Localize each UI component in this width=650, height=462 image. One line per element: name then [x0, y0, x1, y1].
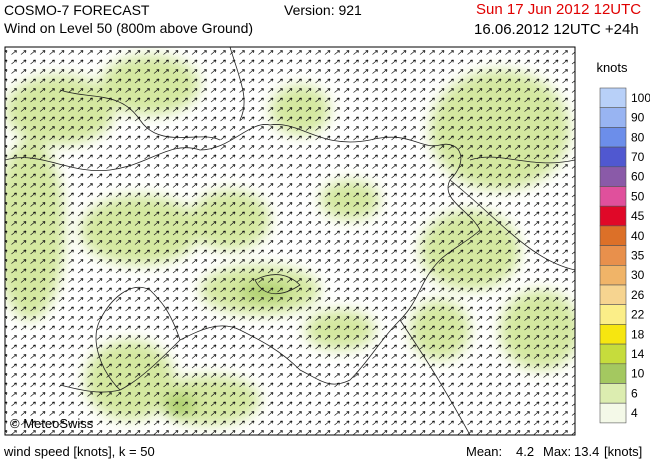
- legend-label: 30: [631, 268, 645, 282]
- legend-label: 80: [631, 130, 645, 144]
- legend-swatch: [599, 245, 627, 266]
- run-time: 16.06.2012 12UTC +24h: [474, 21, 639, 38]
- mean-label: Mean:: [466, 444, 503, 459]
- legend-unit: knots: [596, 60, 628, 75]
- legend-swatch: [599, 186, 627, 207]
- valid-time: Sun 17 Jun 2012 12UTC: [476, 1, 642, 18]
- unit: [knots]: [604, 444, 643, 459]
- subtitle: Wind on Level 50 (800m above Ground): [4, 20, 254, 36]
- footer-caption: wind speed [knots], k = 50: [4, 444, 155, 459]
- legend-label: 6: [631, 386, 638, 400]
- mean-value: 4.2: [516, 444, 535, 459]
- legend-label: 90: [631, 111, 645, 125]
- legend-label: 26: [631, 288, 645, 302]
- legend-swatch: [599, 304, 627, 325]
- credit: © MeteoSwiss: [10, 416, 94, 431]
- legend-swatch: [599, 284, 627, 306]
- legend-swatch: [599, 87, 627, 109]
- legend-swatch: [599, 383, 627, 404]
- legend-swatch: [599, 205, 627, 227]
- legend-swatch: [599, 146, 627, 168]
- max-label: Max:: [543, 444, 572, 459]
- legend-swatch: [599, 264, 627, 286]
- borders: [5, 47, 575, 435]
- legend-label: 40: [631, 229, 645, 243]
- legend-label: 10: [631, 367, 645, 381]
- legend: 100 90 80 70 60 50 45 40 35 30 26 22 18 14 10 6 4: [599, 87, 650, 424]
- legend-swatch: [599, 225, 627, 246]
- legend-label: 4: [631, 406, 638, 420]
- legend-label: 45: [631, 209, 645, 223]
- title: COSMO-7 FORECAST: [4, 2, 150, 18]
- legend-swatch: [599, 363, 627, 384]
- legend-swatch: [599, 324, 627, 345]
- legend-swatch: [599, 166, 627, 187]
- legend-label: 14: [631, 347, 645, 361]
- legend-swatch: [599, 402, 627, 424]
- wind-arrows: [5, 47, 575, 435]
- legend-label: 100: [631, 91, 650, 105]
- max-value: 13.4: [574, 444, 600, 459]
- legend-swatch: [599, 107, 627, 128]
- legend-label: 35: [631, 248, 645, 262]
- legend-label: 22: [631, 308, 645, 322]
- legend-label: 70: [631, 150, 645, 164]
- legend-swatch: [599, 127, 627, 148]
- legend-label: 50: [631, 189, 645, 203]
- legend-label: 18: [631, 327, 645, 341]
- legend-label: 60: [631, 170, 645, 184]
- map-frame: [4, 46, 576, 436]
- legend-swatch: [599, 343, 627, 365]
- version: Version: 921: [284, 2, 362, 18]
